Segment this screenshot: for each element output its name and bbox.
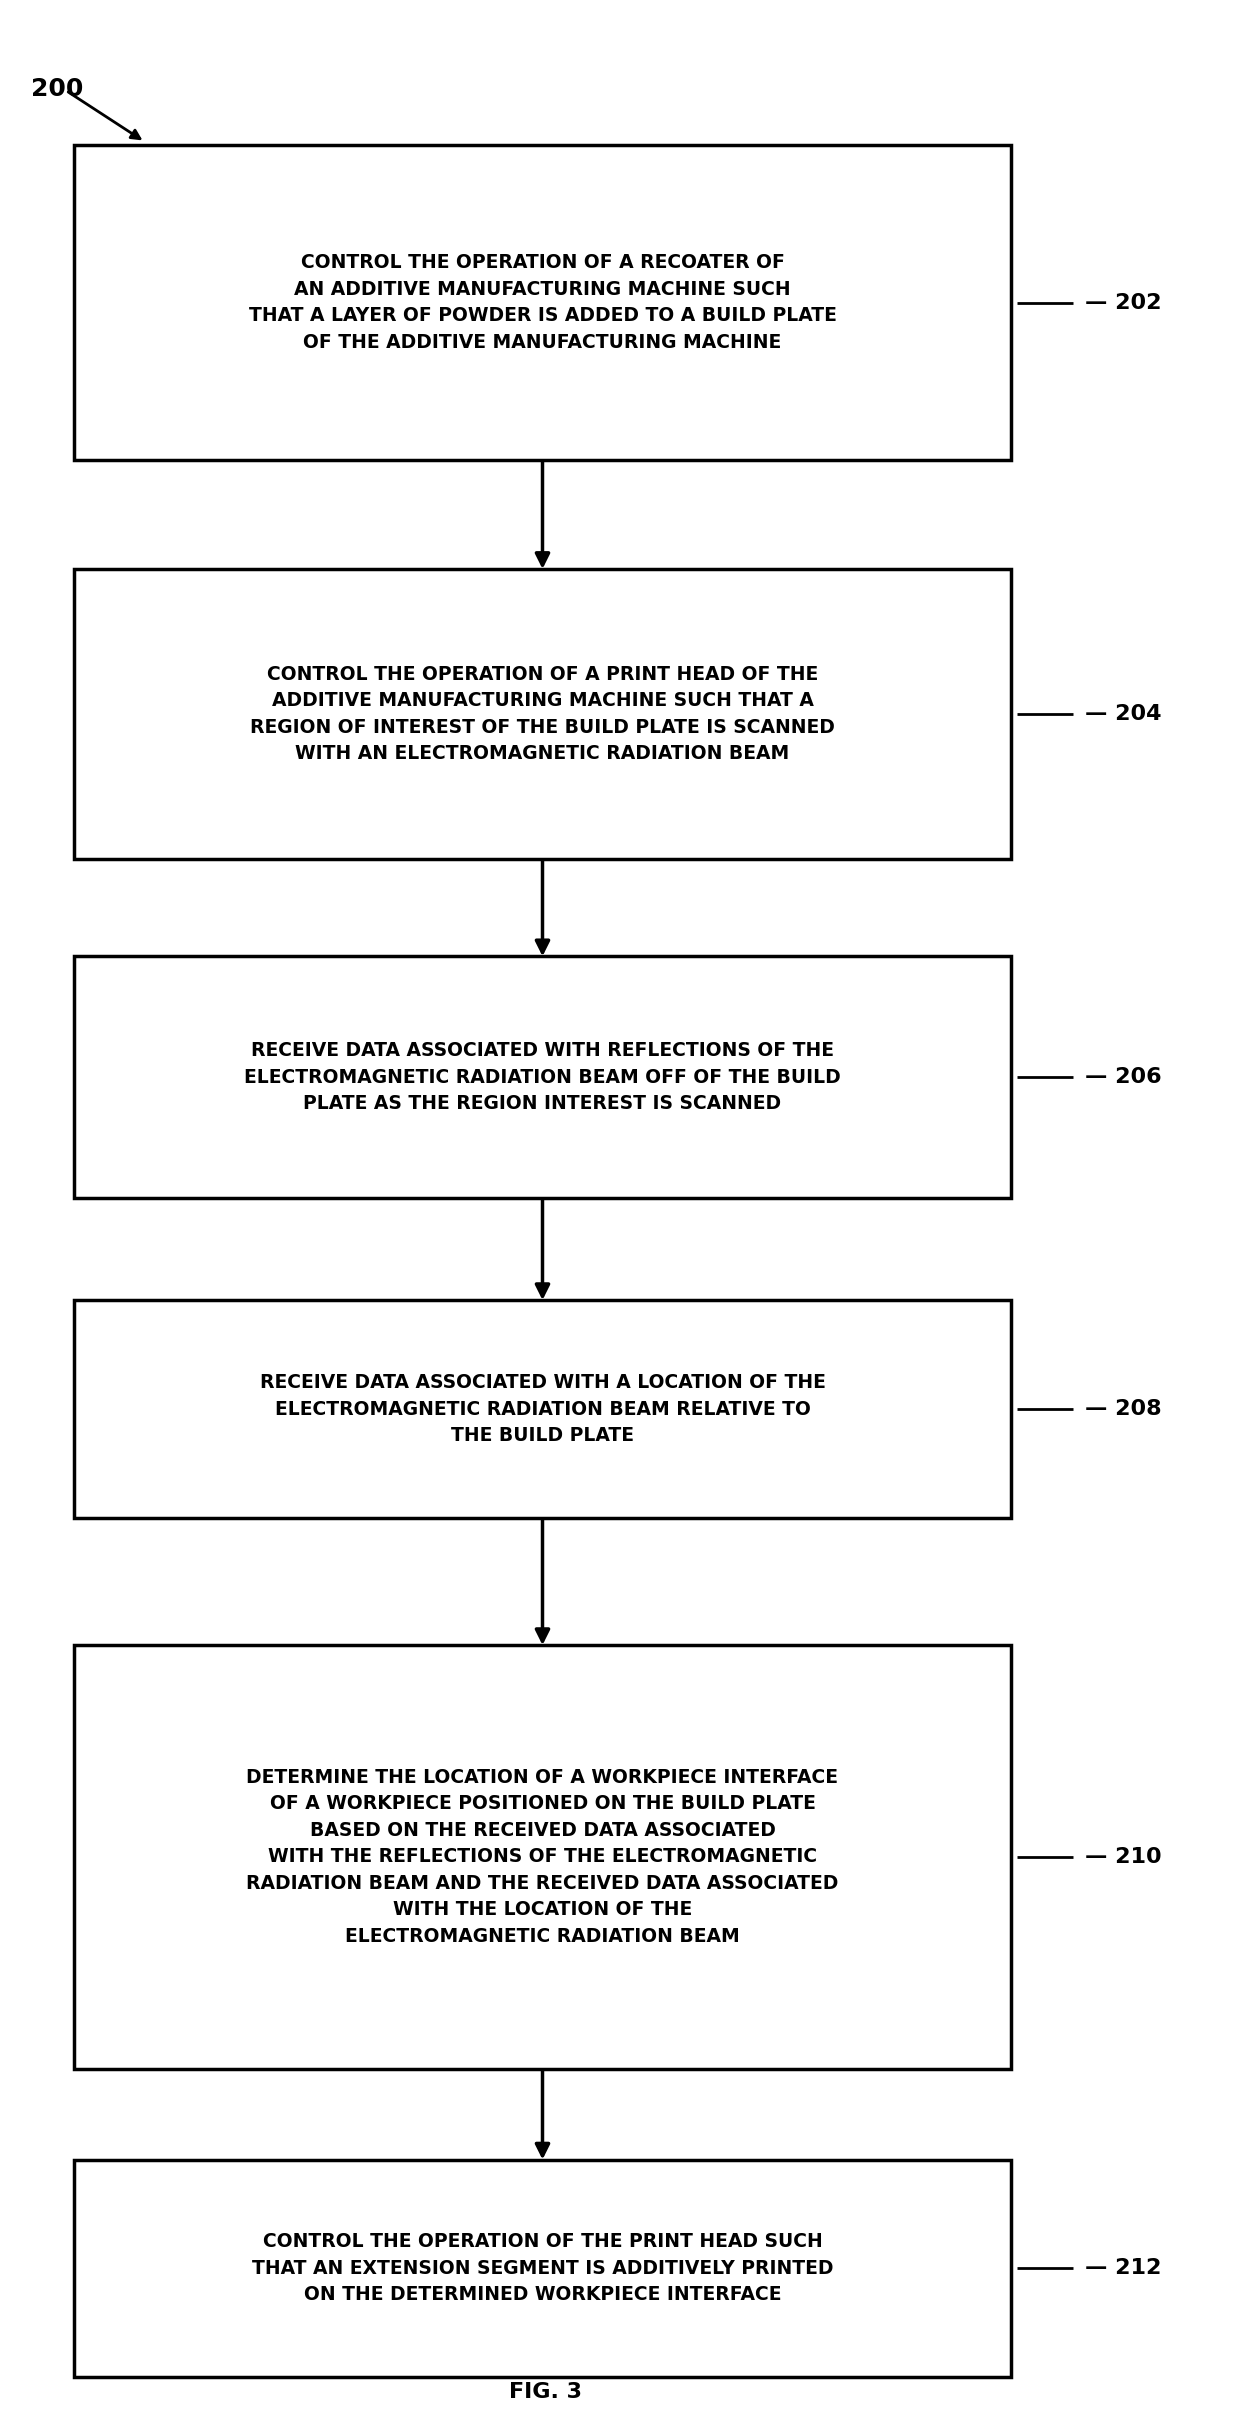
Text: — 206: — 206 <box>1085 1068 1162 1087</box>
Text: — 210: — 210 <box>1085 1847 1162 1867</box>
Text: — 212: — 212 <box>1085 2259 1162 2278</box>
FancyBboxPatch shape <box>74 1646 1011 2068</box>
Text: — 202: — 202 <box>1085 293 1162 312</box>
FancyBboxPatch shape <box>74 1300 1011 1518</box>
Text: — 208: — 208 <box>1085 1399 1162 1419</box>
Text: — 204: — 204 <box>1085 705 1162 724</box>
Text: DETERMINE THE LOCATION OF A WORKPIECE INTERFACE
OF A WORKPIECE POSITIONED ON THE: DETERMINE THE LOCATION OF A WORKPIECE IN… <box>247 1767 838 1946</box>
Text: CONTROL THE OPERATION OF A PRINT HEAD OF THE
ADDITIVE MANUFACTURING MACHINE SUCH: CONTROL THE OPERATION OF A PRINT HEAD OF… <box>250 666 835 763</box>
Text: 200: 200 <box>31 77 83 102</box>
FancyBboxPatch shape <box>74 145 1011 460</box>
Text: RECEIVE DATA ASSOCIATED WITH REFLECTIONS OF THE
ELECTROMAGNETIC RADIATION BEAM O: RECEIVE DATA ASSOCIATED WITH REFLECTIONS… <box>244 1041 841 1114</box>
Text: CONTROL THE OPERATION OF A RECOATER OF
AN ADDITIVE MANUFACTURING MACHINE SUCH
TH: CONTROL THE OPERATION OF A RECOATER OF A… <box>248 254 837 351</box>
Text: FIG. 3: FIG. 3 <box>510 2382 582 2402</box>
FancyBboxPatch shape <box>74 956 1011 1198</box>
FancyBboxPatch shape <box>74 569 1011 859</box>
Text: CONTROL THE OPERATION OF THE PRINT HEAD SUCH
THAT AN EXTENSION SEGMENT IS ADDITI: CONTROL THE OPERATION OF THE PRINT HEAD … <box>252 2232 833 2305</box>
Text: RECEIVE DATA ASSOCIATED WITH A LOCATION OF THE
ELECTROMAGNETIC RADIATION BEAM RE: RECEIVE DATA ASSOCIATED WITH A LOCATION … <box>259 1373 826 1445</box>
FancyBboxPatch shape <box>74 2160 1011 2377</box>
